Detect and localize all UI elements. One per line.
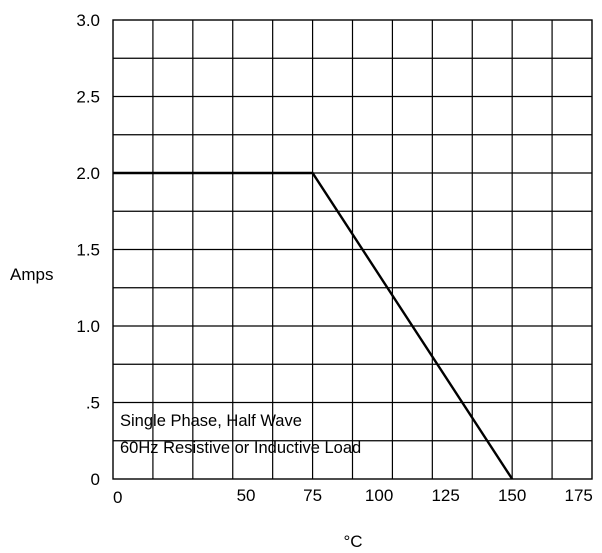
annotation-line-2: 60Hz Resistive or Inductive Load xyxy=(120,439,361,457)
x-tick-label: 50 xyxy=(237,486,256,505)
y-tick-label: 2.0 xyxy=(76,164,100,183)
y-tick-label: 3.0 xyxy=(76,11,100,30)
series-layer xyxy=(113,171,514,480)
series-line-0 xyxy=(113,171,514,480)
x-tick-labels: 0 50 75 100 125 150 175 xyxy=(113,486,593,507)
x-tick-label: 125 xyxy=(431,486,459,505)
x-axis-label: °C xyxy=(343,532,362,551)
grid xyxy=(113,20,592,479)
x-tick-label: 75 xyxy=(303,486,322,505)
x-tick-label: 150 xyxy=(498,486,526,505)
y-tick-label: 1.5 xyxy=(76,241,100,260)
y-tick-label: 2.5 xyxy=(76,88,100,107)
y-tick-labels: 0 .5 1.0 1.5 2.0 2.5 3.0 xyxy=(76,11,100,489)
plot-frame xyxy=(112,19,593,480)
y-tick-label: 0 xyxy=(91,470,100,489)
y-axis-label: Amps xyxy=(10,265,53,284)
x-tick-label: 100 xyxy=(365,486,393,505)
x-tick-label: 175 xyxy=(565,486,593,505)
y-tick-label: 1.0 xyxy=(76,317,100,336)
y-tick-label: .5 xyxy=(86,394,100,413)
x-tick-label: 0 xyxy=(113,488,122,507)
annotation-line-1: Single Phase, Half Wave xyxy=(120,412,302,430)
